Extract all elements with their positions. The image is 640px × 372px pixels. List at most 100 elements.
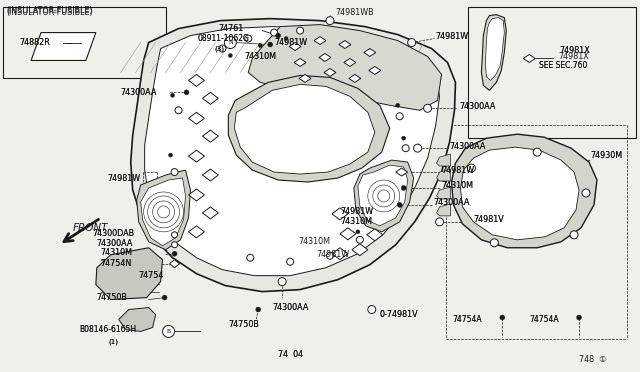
Text: 74300AA: 74300AA: [97, 239, 133, 248]
Polygon shape: [460, 147, 579, 240]
Polygon shape: [119, 308, 156, 331]
Circle shape: [225, 36, 236, 48]
Text: 74754: 74754: [139, 271, 164, 280]
Polygon shape: [234, 84, 375, 174]
Circle shape: [570, 231, 578, 239]
Text: (INSULATOR-FUSIBLE): (INSULATOR-FUSIBLE): [6, 6, 93, 15]
Circle shape: [326, 17, 334, 25]
Text: (INSULATOR-FUSIBLE): (INSULATOR-FUSIBLE): [6, 8, 93, 17]
Circle shape: [172, 251, 177, 256]
Text: FRONT: FRONT: [73, 223, 108, 233]
Circle shape: [162, 295, 167, 300]
Polygon shape: [189, 226, 204, 238]
Text: 74981W: 74981W: [340, 208, 373, 217]
Text: 74981X: 74981X: [558, 52, 589, 61]
Polygon shape: [485, 17, 504, 80]
Circle shape: [268, 42, 273, 47]
Polygon shape: [396, 168, 408, 176]
Circle shape: [577, 315, 582, 320]
Text: 74761: 74761: [218, 24, 244, 33]
Text: 74930M: 74930M: [590, 151, 622, 160]
Polygon shape: [202, 207, 218, 219]
Polygon shape: [289, 42, 301, 51]
Text: 74310M: 74310M: [244, 52, 276, 61]
Circle shape: [287, 258, 294, 265]
Text: B: B: [166, 329, 171, 334]
Text: 74981WB: 74981WB: [335, 8, 374, 17]
Text: 74310M: 74310M: [442, 182, 474, 190]
Text: 74300AA: 74300AA: [449, 142, 486, 151]
Text: 74310M: 74310M: [340, 217, 372, 227]
Text: 74981W: 74981W: [274, 38, 307, 47]
Text: 74930M: 74930M: [590, 151, 622, 160]
Text: 74981W: 74981W: [340, 208, 373, 217]
Text: 74981W: 74981W: [436, 32, 468, 41]
Text: 74754A: 74754A: [529, 315, 559, 324]
Text: 08911-1062G: 08911-1062G: [198, 34, 250, 43]
Polygon shape: [141, 178, 186, 246]
Text: 74981V: 74981V: [474, 215, 504, 224]
Circle shape: [278, 278, 286, 286]
Circle shape: [276, 33, 281, 38]
FancyBboxPatch shape: [3, 7, 166, 78]
Text: 74310M: 74310M: [244, 52, 276, 61]
Text: 74750B: 74750B: [228, 320, 259, 329]
Text: 74981W: 74981W: [274, 38, 307, 47]
Polygon shape: [352, 244, 368, 256]
FancyBboxPatch shape: [468, 7, 636, 138]
Polygon shape: [358, 165, 408, 226]
Polygon shape: [481, 15, 506, 90]
Text: 74981X: 74981X: [559, 46, 590, 55]
Text: 74310M: 74310M: [101, 248, 133, 257]
Text: 74300AA: 74300AA: [460, 102, 496, 111]
Polygon shape: [314, 36, 326, 45]
Polygon shape: [524, 54, 535, 62]
Text: N: N: [228, 40, 233, 45]
Polygon shape: [202, 130, 218, 142]
Circle shape: [172, 242, 177, 248]
Polygon shape: [31, 33, 96, 61]
Text: 74300AA: 74300AA: [272, 303, 308, 312]
Polygon shape: [299, 74, 311, 82]
Circle shape: [356, 236, 364, 243]
Polygon shape: [436, 187, 451, 199]
Circle shape: [533, 148, 541, 156]
Circle shape: [171, 93, 175, 97]
Circle shape: [256, 307, 260, 312]
Text: 74310M: 74310M: [298, 237, 330, 246]
Circle shape: [424, 104, 431, 112]
Text: 74761: 74761: [218, 24, 244, 33]
Circle shape: [490, 239, 499, 247]
Polygon shape: [436, 204, 451, 216]
Text: (3): (3): [214, 45, 225, 52]
Text: 74981V: 74981V: [474, 215, 504, 224]
Polygon shape: [339, 41, 351, 48]
Text: 74981W: 74981W: [442, 166, 475, 174]
Polygon shape: [340, 228, 356, 240]
Polygon shape: [324, 68, 336, 76]
Polygon shape: [436, 169, 451, 181]
Text: 74754N: 74754N: [101, 259, 132, 268]
Text: (1): (1): [109, 338, 119, 345]
Text: 74750B: 74750B: [228, 320, 259, 329]
Text: 74310M: 74310M: [442, 182, 474, 190]
Polygon shape: [131, 19, 456, 292]
Text: B08146-6165H: B08146-6165H: [79, 325, 136, 334]
Text: 74300AA: 74300AA: [272, 303, 308, 312]
Text: 74754A: 74754A: [529, 315, 559, 324]
Circle shape: [356, 230, 360, 234]
Text: 74300AA: 74300AA: [460, 102, 496, 111]
Text: 74754A: 74754A: [452, 315, 482, 324]
Circle shape: [368, 305, 376, 314]
Text: (1): (1): [109, 338, 119, 345]
Text: B08146-6165H: B08146-6165H: [79, 325, 136, 334]
Text: 748  ①: 748 ①: [579, 355, 606, 364]
Polygon shape: [349, 74, 361, 82]
Circle shape: [247, 254, 253, 261]
Polygon shape: [145, 26, 440, 276]
Circle shape: [171, 169, 178, 176]
Circle shape: [582, 189, 590, 197]
Polygon shape: [228, 76, 390, 182]
Circle shape: [258, 44, 262, 48]
Text: 74300AA: 74300AA: [121, 88, 157, 97]
